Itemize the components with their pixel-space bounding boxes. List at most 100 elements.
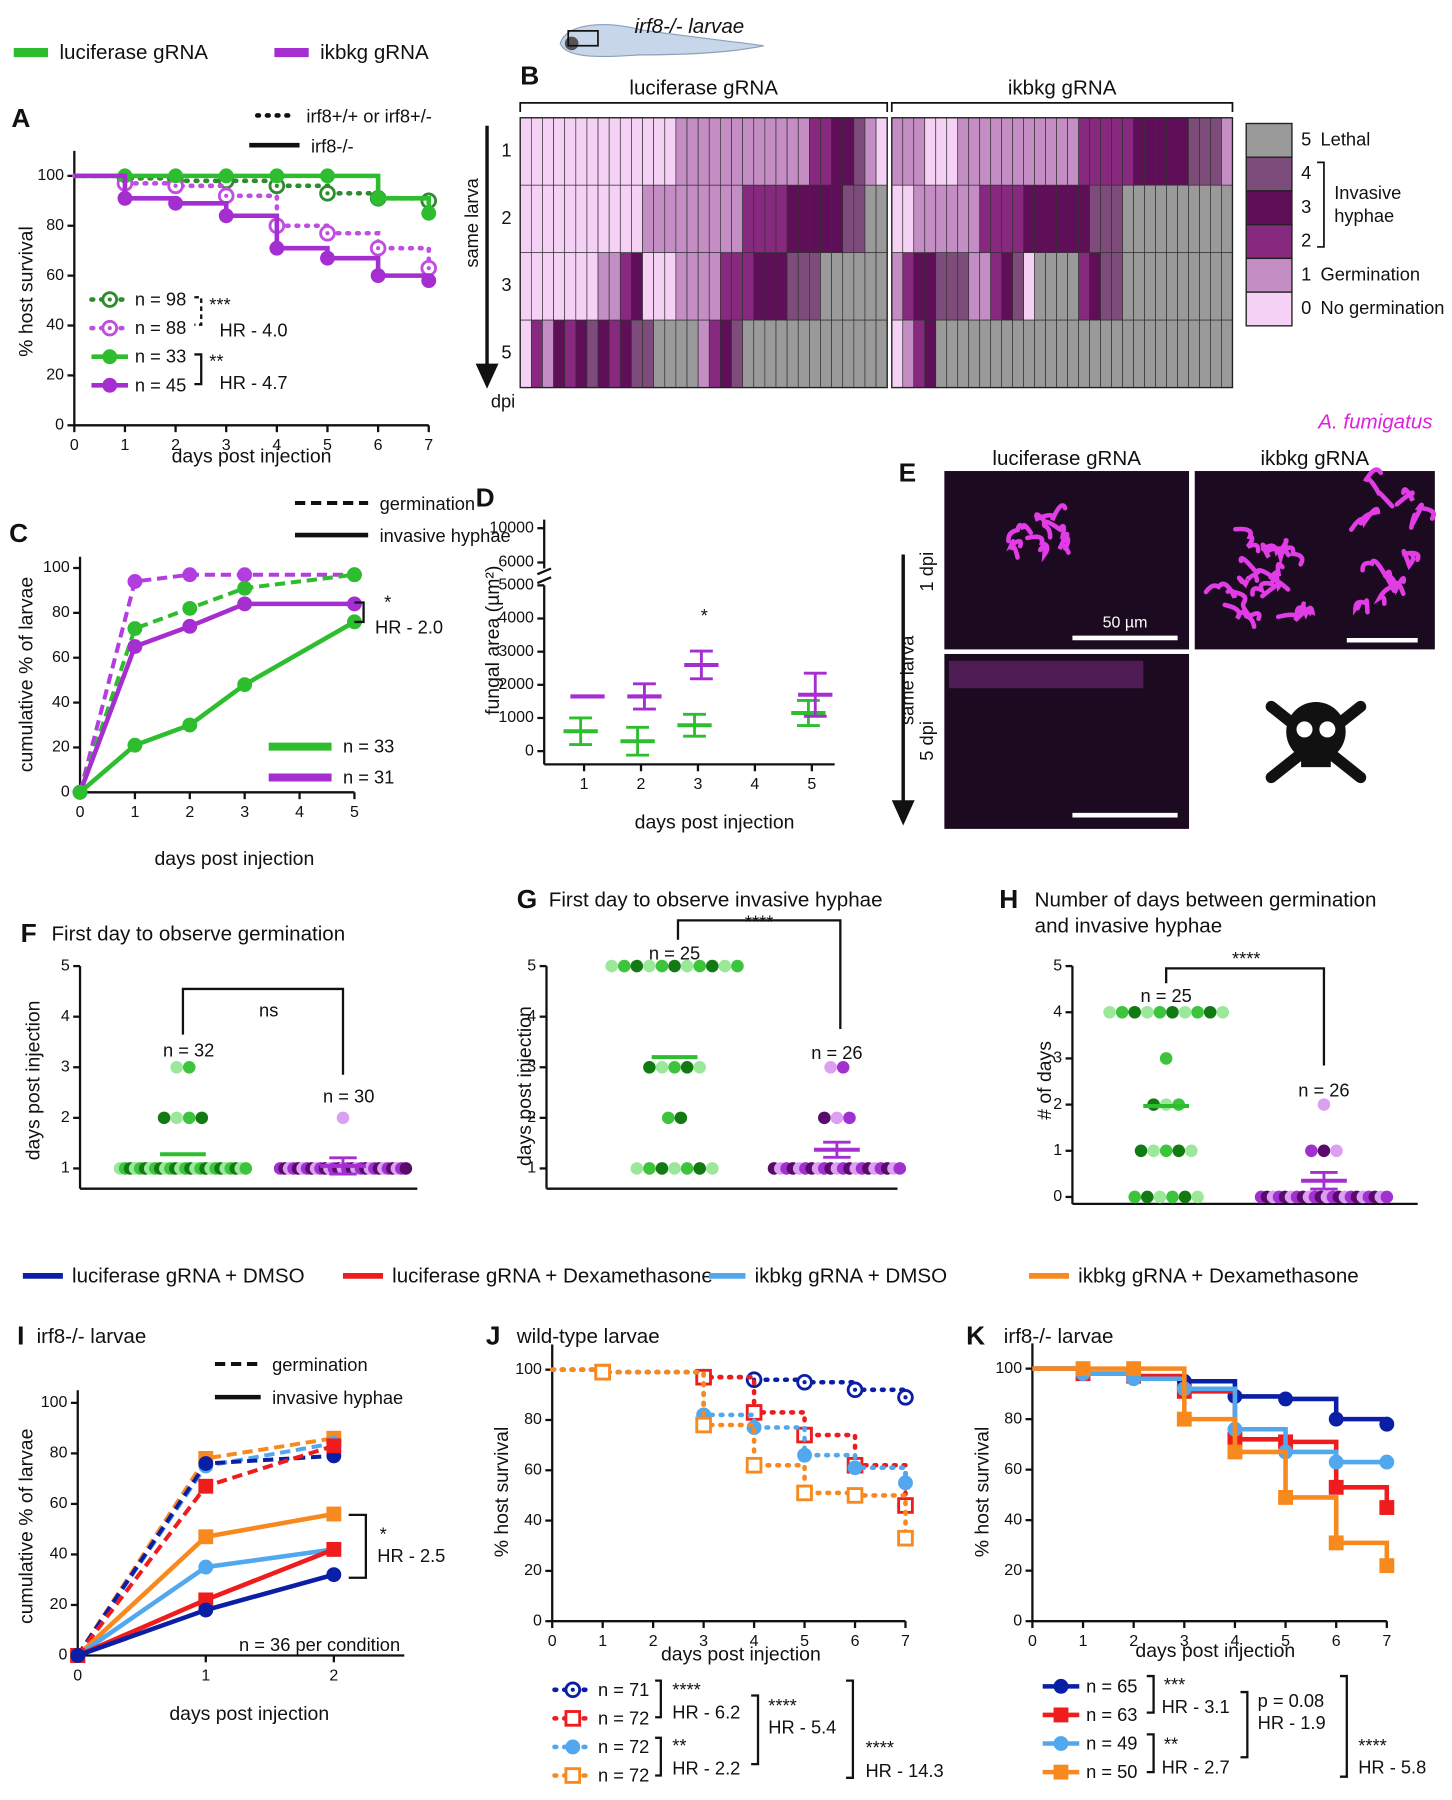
heat-cell [619, 252, 632, 321]
annotation: **** [865, 1737, 893, 1758]
heat-cell [1012, 184, 1025, 254]
annotation: ** [209, 350, 223, 371]
x-tick-label: 1 [1079, 1633, 1088, 1650]
dot [1380, 1190, 1394, 1204]
annotation: ns [259, 1000, 278, 1021]
annotation: p = 0.08 [1258, 1690, 1325, 1711]
heat-cell [597, 117, 610, 186]
hypha [1401, 548, 1421, 571]
heat-cell [664, 319, 677, 388]
heat-cell [653, 184, 666, 254]
heat-cell [619, 117, 632, 186]
heat-cell [786, 117, 799, 186]
heat-cell [1122, 184, 1134, 254]
heat-cell [731, 184, 743, 254]
heat-cell [902, 252, 915, 321]
marker [421, 205, 437, 221]
dot [893, 1162, 907, 1175]
hypha [1006, 522, 1034, 544]
heat-cell [664, 252, 677, 321]
heat-cell [864, 184, 877, 254]
annotation: n = 26 [1298, 1080, 1349, 1101]
heat-cell [1155, 252, 1167, 321]
heat-cell [764, 252, 777, 321]
heat-cell [553, 184, 566, 254]
series-line [72, 173, 432, 204]
heat-cell [957, 252, 970, 321]
marker [237, 596, 253, 612]
heat-cell [542, 252, 554, 321]
heat-cell [775, 117, 788, 186]
heat-cell [1034, 252, 1046, 321]
dot [830, 1111, 844, 1125]
heat-cell [664, 184, 677, 254]
heat-cell [1067, 319, 1079, 388]
dot [1166, 1005, 1179, 1019]
heat-cell [720, 117, 732, 186]
panel-letter: B [520, 61, 539, 91]
legend-label: n = 45 [135, 374, 186, 395]
heat-cell [708, 252, 721, 321]
heat-cell [1012, 319, 1025, 388]
legend-label: ikbkg gRNA + Dexamethasone [1078, 1264, 1359, 1287]
y-axis-label: days post injection [514, 1006, 536, 1166]
heat-cell [831, 252, 844, 321]
x-tick-label: 3 [694, 776, 703, 793]
heat-cell [564, 319, 577, 388]
heat-cell [708, 117, 721, 186]
y-tick-label: 0 [525, 742, 534, 759]
heat-cell [764, 184, 777, 254]
heat-cell [1188, 117, 1200, 186]
heat-cell [764, 117, 777, 186]
dot [1317, 1098, 1331, 1111]
heat-cell [775, 184, 788, 254]
y-axis-label: fungal area (µm²) [482, 566, 504, 715]
dot [336, 1111, 350, 1125]
bracket [1146, 1733, 1155, 1774]
heat-cell [935, 184, 948, 254]
annotation: n = 26 [811, 1042, 862, 1063]
x-axis-label: days post injection [635, 811, 795, 833]
y-tick-label: 0 [55, 417, 64, 434]
annotation: n = 36 per condition [239, 1634, 400, 1655]
dot [605, 959, 618, 973]
heat-cell [913, 319, 926, 388]
marker-dot [802, 1380, 807, 1385]
marker [846, 1487, 864, 1504]
y-tick-label: 60 [52, 649, 70, 666]
y-tick-label: 60 [1004, 1461, 1022, 1478]
heat-cell [1221, 252, 1233, 321]
dot [668, 1060, 681, 1074]
heat-cell [753, 184, 766, 254]
x-tick-label: 4 [295, 804, 304, 821]
skull-eye [1319, 721, 1336, 738]
y-tick-label: 0 [1013, 1612, 1022, 1629]
skull-jaw [1301, 748, 1331, 768]
legend-swatch [1245, 156, 1293, 192]
annotation: **** [745, 912, 773, 933]
y-tick-label: 0 [533, 1612, 542, 1629]
dot [182, 1060, 196, 1074]
heat-cell [968, 184, 981, 254]
heat-cell [786, 319, 799, 388]
skull [1286, 701, 1346, 762]
group-bracket [519, 102, 889, 113]
marker [326, 1541, 342, 1557]
marker [237, 677, 253, 693]
bracket [676, 919, 842, 1029]
heat-cell [891, 117, 904, 186]
y-tick-label: 40 [50, 1546, 68, 1563]
legend-label: n = 98 [135, 289, 186, 310]
x-tick-label: 1 [130, 804, 139, 821]
heat-cell [642, 252, 655, 321]
x-tick-label: 1 [598, 1633, 607, 1650]
marker-dot [903, 1395, 908, 1400]
legend-label: n = 72 [598, 1707, 649, 1728]
heat-cell [564, 252, 577, 321]
heat-cell [664, 117, 677, 186]
heat-cell [597, 252, 610, 321]
hypha [1229, 589, 1262, 622]
x-tick-label: 5 [1281, 1633, 1290, 1650]
panel-letter: I [17, 1321, 24, 1351]
heat-cell [642, 184, 655, 254]
